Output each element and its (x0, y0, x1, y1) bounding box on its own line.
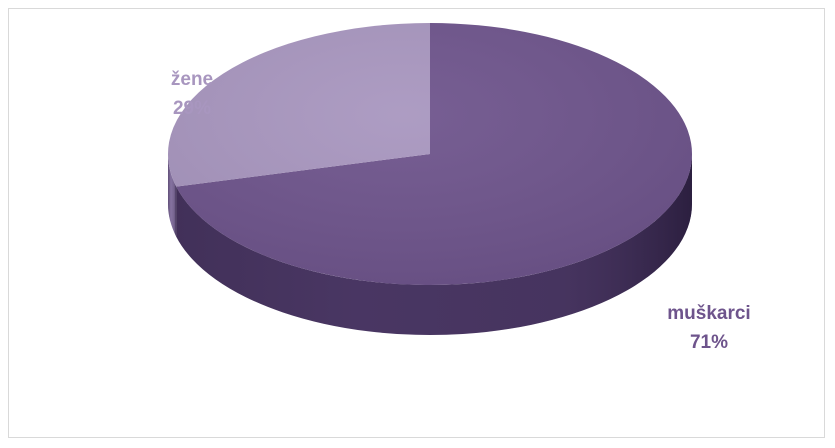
pie-side-layer (168, 154, 693, 335)
pie-top-shade (168, 23, 692, 285)
pie-side-shade-1-0 (168, 154, 177, 237)
pie-side-shade-0-0 (176, 154, 693, 335)
slice-label-0: muškarci (667, 303, 750, 324)
pie-chart: muškarci 71% žene 29% (167, 23, 751, 353)
pie-top-layer (167, 23, 693, 285)
slice-value-label-0: 71% (690, 332, 728, 353)
slice-value-label-1: 29% (173, 98, 211, 119)
pie-label-layer: muškarci 71% žene 29% (171, 69, 751, 353)
slice-label-1: žene (171, 69, 213, 90)
chart-frame: muškarci 71% žene 29% (8, 8, 825, 438)
